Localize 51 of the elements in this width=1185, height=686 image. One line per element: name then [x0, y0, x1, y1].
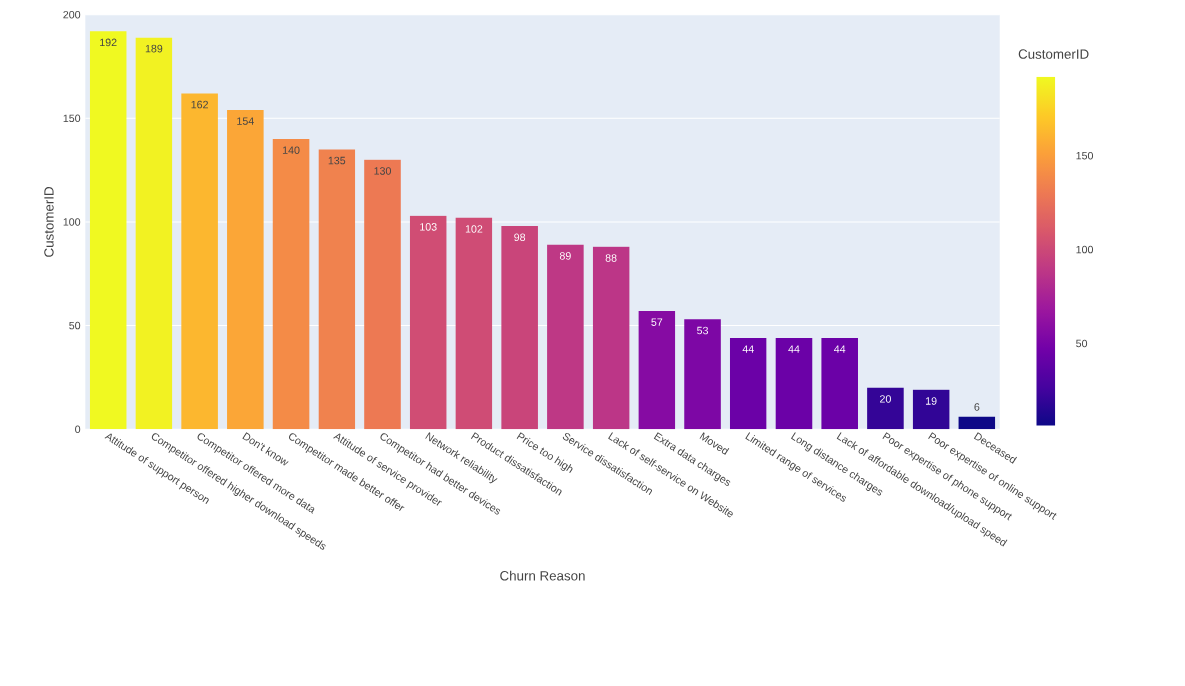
bar [135, 37, 173, 429]
bar [729, 337, 767, 429]
bar [89, 31, 127, 429]
bar [501, 225, 538, 429]
data-label: 140 [282, 146, 300, 154]
data-label: 154 [237, 117, 254, 125]
data-label: 89 [559, 251, 571, 260]
color-bar-label: 150 [1076, 151, 1094, 160]
data-label: 162 [191, 100, 208, 109]
data-label: 44 [834, 345, 846, 353]
data-label: 103 [420, 222, 437, 231]
bar [318, 149, 356, 429]
bar [684, 319, 721, 429]
y-axis-title: CustomerID [44, 186, 54, 257]
y-tick-label: 100 [63, 217, 81, 226]
y-tick-label: 200 [63, 10, 81, 19]
data-label: 44 [742, 345, 754, 353]
y-tick-label: 150 [63, 114, 81, 122]
data-label: 57 [651, 318, 663, 326]
bar [912, 389, 950, 429]
data-label: 130 [374, 166, 391, 175]
data-label: 44 [788, 345, 800, 353]
data-label: 19 [926, 396, 937, 405]
y-tick-label: 50 [69, 321, 81, 330]
bar [547, 244, 584, 429]
bar [272, 138, 310, 429]
data-label: 88 [605, 253, 617, 262]
x-axis-title: Churn Reason [500, 570, 585, 581]
data-label: 53 [697, 326, 708, 335]
bar [227, 109, 264, 429]
bar [181, 93, 218, 429]
data-label: 102 [465, 224, 483, 233]
bar [821, 337, 858, 429]
data-label: 20 [880, 394, 891, 403]
color-bar-title: CustomerID [1018, 49, 1089, 59]
bar [867, 387, 904, 429]
bar [775, 337, 813, 429]
data-label: 189 [145, 44, 163, 53]
data-label: 192 [100, 38, 117, 46]
bar [409, 215, 447, 429]
bar [958, 416, 996, 429]
bar [455, 217, 493, 429]
data-label: 98 [514, 233, 526, 241]
bar [364, 159, 401, 429]
data-label: 135 [328, 156, 346, 165]
bar [592, 246, 630, 429]
data-label: 6 [974, 402, 980, 411]
color-bar-label: 100 [1076, 245, 1094, 254]
color-bar-label: 50 [1076, 339, 1088, 347]
bar [638, 310, 676, 429]
y-tick-label: 0 [75, 425, 81, 433]
